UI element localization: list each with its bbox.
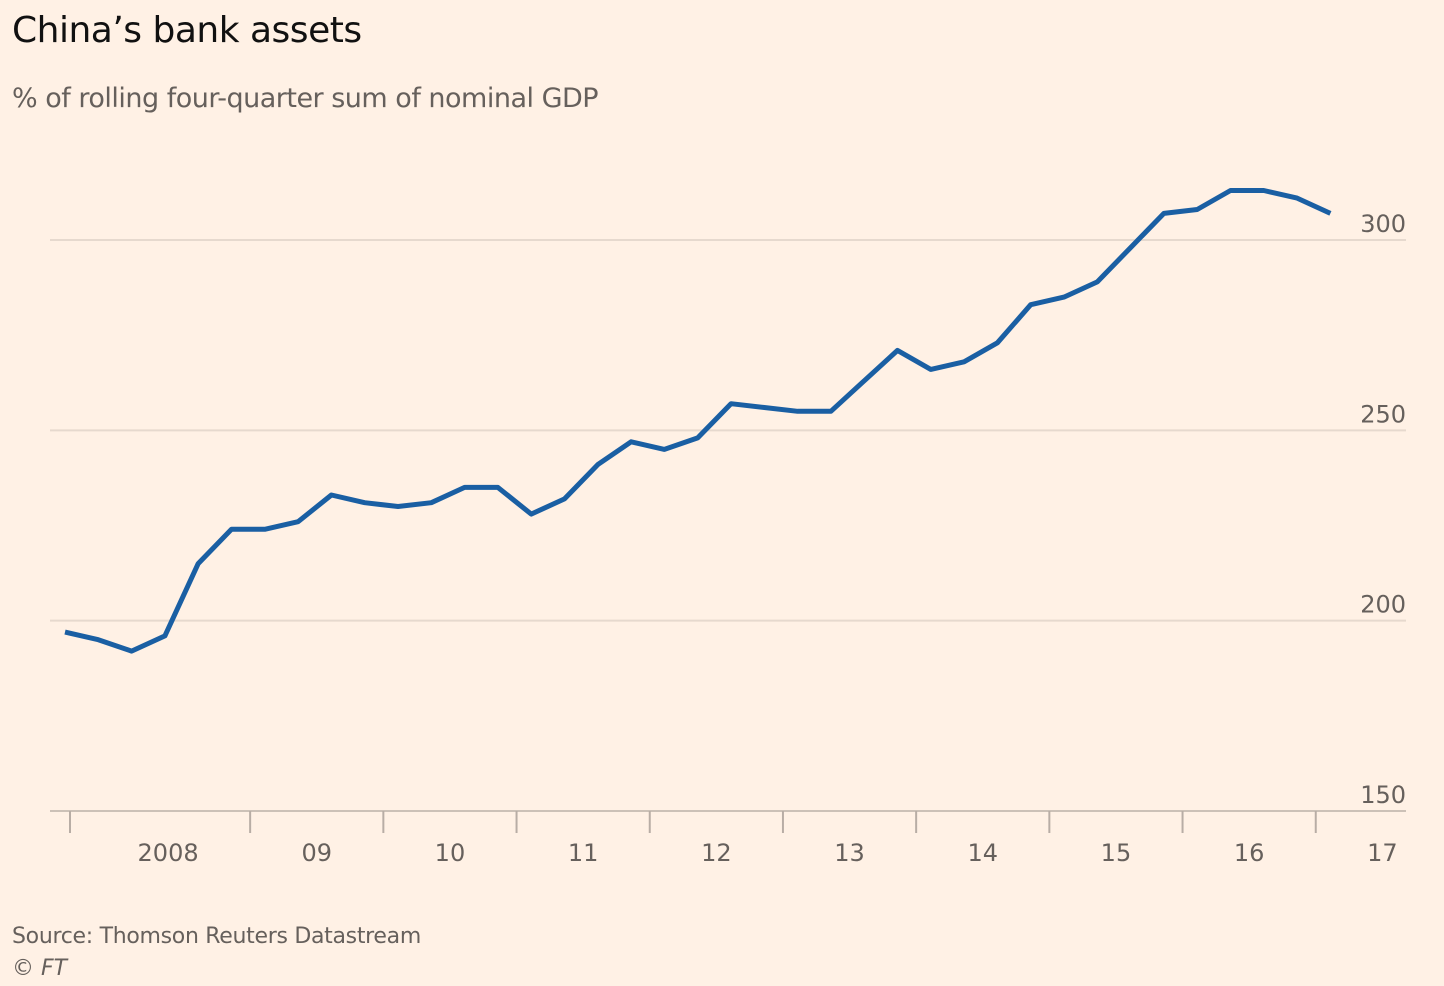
x-tick-label: 10 <box>435 839 466 867</box>
copyright-symbol: © <box>12 956 34 981</box>
x-axis: 2008 09 10 11 12 13 14 15 16 17 <box>69 811 1398 867</box>
y-tick-label-300: 300 <box>1360 210 1406 238</box>
x-tick-label: 09 <box>301 839 332 867</box>
source-note: Source: Thomson Reuters Datastream <box>12 924 421 949</box>
chart-subtitle: % of rolling four-quarter sum of nominal… <box>12 83 599 114</box>
x-tick-label: 15 <box>1101 839 1132 867</box>
x-tick-label: 13 <box>834 839 865 867</box>
x-tick-label: 17 <box>1367 839 1398 867</box>
gridlines <box>50 239 1406 812</box>
x-tick-label: 12 <box>701 839 732 867</box>
copyright-text: FT <box>41 956 68 981</box>
x-tick-label: 11 <box>568 839 599 867</box>
copyright-note: © FT <box>12 956 67 981</box>
chart-title: China’s bank assets <box>12 10 362 51</box>
x-tick-label: 2008 <box>138 839 199 867</box>
y-tick-label-150: 150 <box>1360 781 1406 809</box>
y-tick-label-250: 250 <box>1360 400 1406 428</box>
series-group <box>64 188 1332 654</box>
y-tick-label-200: 200 <box>1360 591 1406 619</box>
x-tick-label: 14 <box>967 839 998 867</box>
y-axis-ticks: 150 200 250 300 <box>1360 210 1406 809</box>
series-line <box>64 188 1332 654</box>
x-tick-label: 16 <box>1234 839 1265 867</box>
